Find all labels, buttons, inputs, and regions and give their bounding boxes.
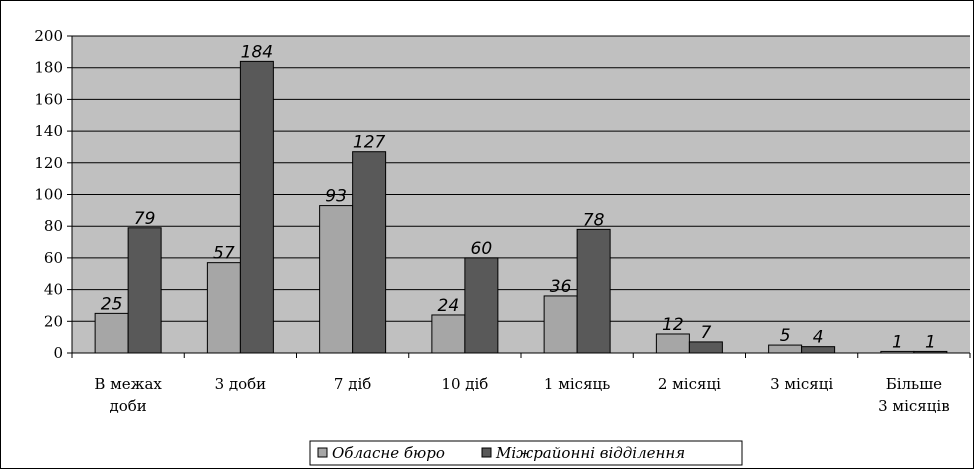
legend-label-oblasne-biuro: Обласне бюро [332,444,445,462]
legend-box [309,440,743,466]
legend-swatch-mizhraionni-viddilennia [481,447,492,458]
bar-mizhraionni-viddilennia [688,341,723,354]
y-tick-label: 140 [34,122,63,140]
data-label: 1 [925,332,936,352]
bar-mizhraionni-viddilennia [352,151,387,354]
y-tick-label: 100 [34,186,63,204]
data-label: 78 [583,210,605,230]
bar-mizhraionni-viddilennia [239,60,274,354]
bar-oblasne-biuro [431,314,466,354]
bar-mizhraionni-viddilennia [576,228,611,354]
bar-mizhraionni-viddilennia [464,257,499,354]
gridlines [72,35,970,322]
data-label: 5 [780,326,791,346]
y-tick-label: 60 [44,249,63,267]
data-label: 1 [892,332,903,352]
x-category-label: 1 місяць [544,375,610,393]
x-category-label: 3 місяці [770,375,833,393]
legend: Обласне бюро Міжрайонні відділення [309,440,743,466]
bars [94,60,948,354]
x-category-label: Більше [886,375,942,393]
bar-oblasne-biuro [319,205,354,354]
data-label: 93 [325,187,347,207]
bar-oblasne-biuro [768,344,803,354]
legend-swatch-oblasne-biuro [317,447,328,458]
x-category-label: 3 доби [215,375,267,393]
y-tick-label: 40 [44,281,63,299]
data-label: 36 [550,277,572,297]
legend-label-mizhraionni-viddilennia: Міжрайонні відділення [495,444,685,462]
y-tick-label: 200 [34,27,63,45]
data-label: 4 [813,328,824,348]
x-category-label: доби [109,397,146,415]
x-category-label: В межах [94,375,162,393]
y-tick-label: 20 [44,312,63,330]
x-category-label: 3 місяців [878,397,950,415]
data-label: 57 [213,244,235,264]
data-label: 184 [241,42,273,62]
axes [67,35,971,358]
data-label: 12 [662,315,684,335]
y-tick-label: 160 [34,90,63,108]
x-category-label: 7 діб [334,375,371,393]
y-tick-label: 80 [44,217,63,235]
x-category-label: 10 діб [441,375,488,393]
data-label: 79 [134,209,156,229]
bar-oblasne-biuro [543,295,578,354]
y-tick-label: 180 [34,59,63,77]
data-label: 60 [471,239,493,259]
y-tick-label: 120 [34,154,63,172]
data-label: 127 [353,133,386,153]
y-tick-label: 0 [53,344,63,362]
bar-oblasne-biuro [655,333,690,354]
x-category-label: 2 місяці [658,375,721,393]
data-label: 7 [700,323,711,343]
bar-oblasne-biuro [206,262,241,354]
data-label: 25 [101,294,123,314]
bar-mizhraionni-viddilennia [127,227,162,354]
bar-oblasne-biuro [94,312,129,354]
data-label: 24 [438,296,460,316]
